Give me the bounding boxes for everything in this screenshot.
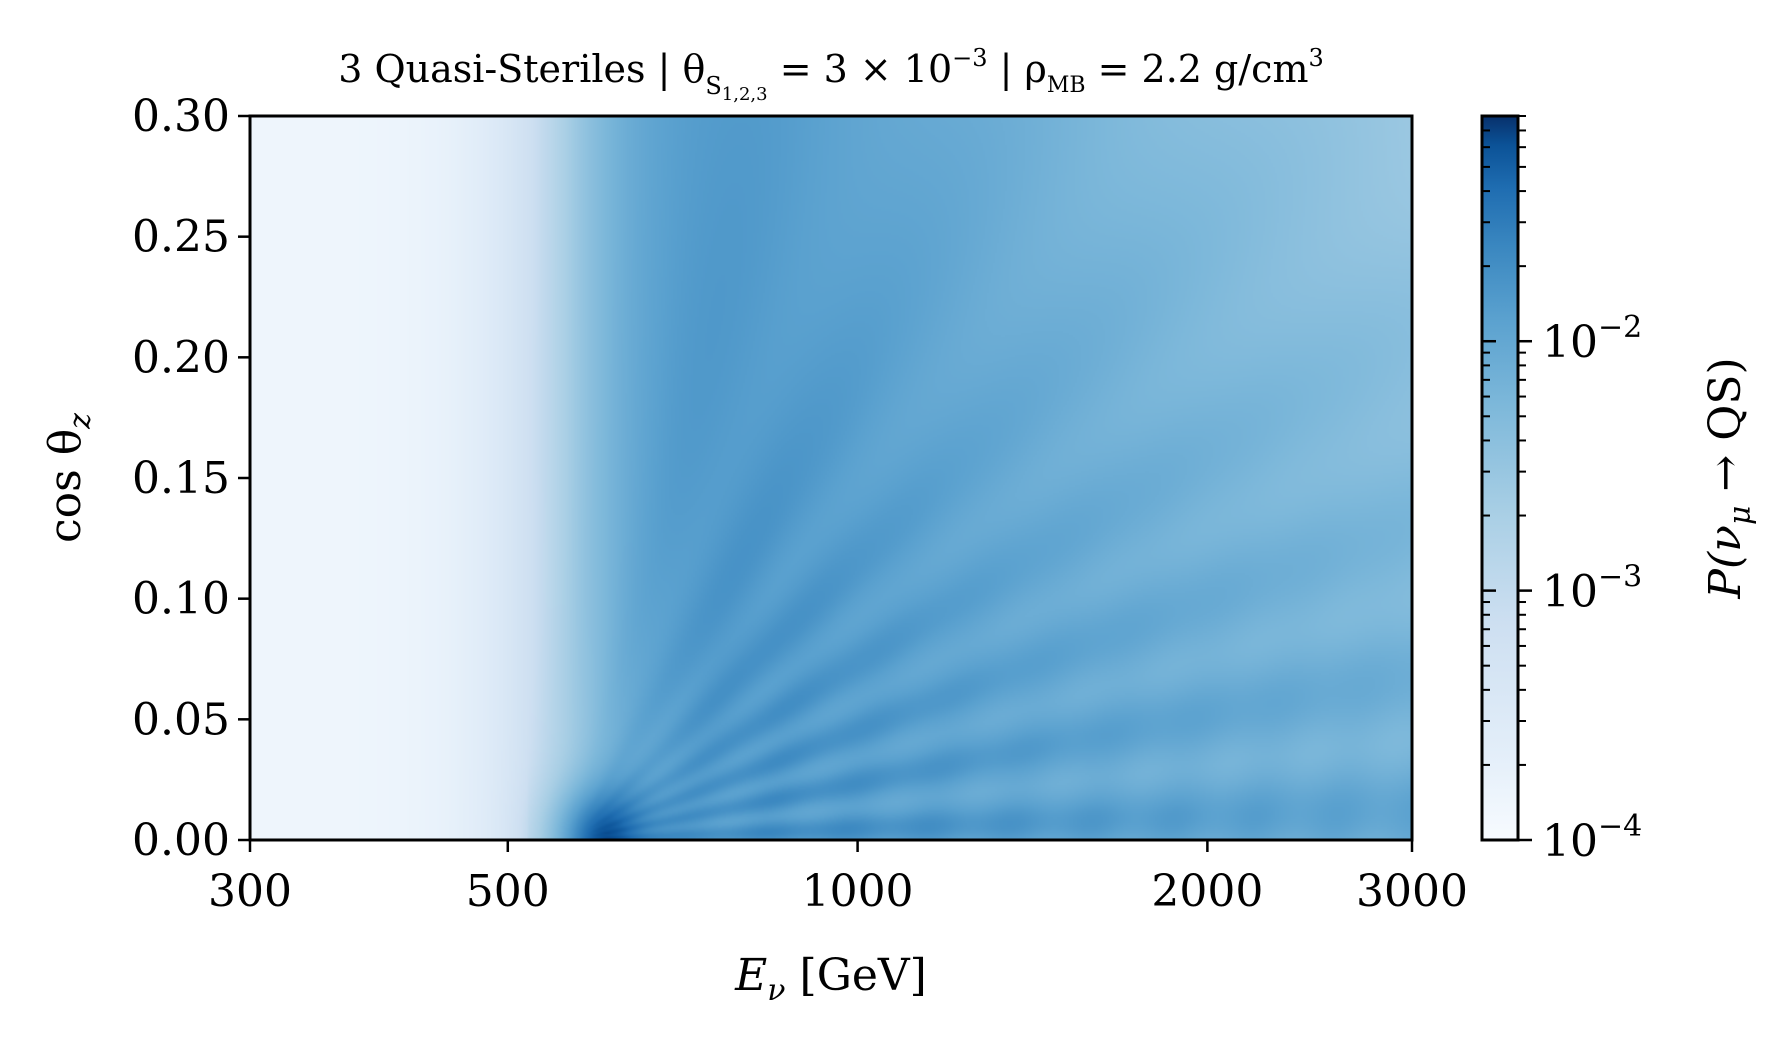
y-axis-label: cos θz	[40, 413, 98, 543]
y-tick-label: 0.15	[132, 453, 230, 504]
heatmap-image	[250, 116, 1412, 840]
y-tick-label: 0.00	[132, 815, 230, 866]
y-axis: 0.00 0.05 0.10 0.15 0.20 0.25 0.30	[132, 91, 250, 866]
y-tick-label: 0.25	[132, 212, 230, 263]
y-tick-label: 0.05	[132, 694, 230, 745]
colorbar-tick-label: 10−4	[1542, 809, 1642, 867]
x-tick-label: 1000	[802, 866, 914, 917]
x-tick-label: 2000	[1151, 866, 1263, 917]
x-axis: 300 500 1000 2000 3000	[208, 840, 1468, 917]
y-tick-label: 0.30	[132, 91, 230, 142]
colorbar-ticks: 10−4 10−3 10−2	[1482, 115, 1642, 867]
chart-title: 3 Quasi-Steriles | θS1,2,3 = 3 × 10−3 | …	[338, 44, 1324, 105]
colorbar: 10−4 10−3 10−2	[1480, 114, 1642, 867]
x-axis-label: Eν [GeV]	[734, 950, 927, 1008]
x-tick-label: 500	[466, 866, 550, 917]
colorbar-label: P(νμ → QS)	[1700, 357, 1758, 599]
y-tick-label: 0.20	[132, 332, 230, 383]
y-tick-label: 0.10	[132, 574, 230, 625]
colorbar-frame	[1480, 114, 1520, 842]
x-tick-label: 300	[208, 866, 292, 917]
x-tick-label: 3000	[1356, 866, 1468, 917]
colorbar-tick-label: 10−3	[1542, 560, 1642, 618]
heatmap-area	[250, 116, 1412, 840]
colorbar-gradient	[1482, 116, 1518, 840]
colorbar-tick-label: 10−2	[1542, 310, 1642, 368]
